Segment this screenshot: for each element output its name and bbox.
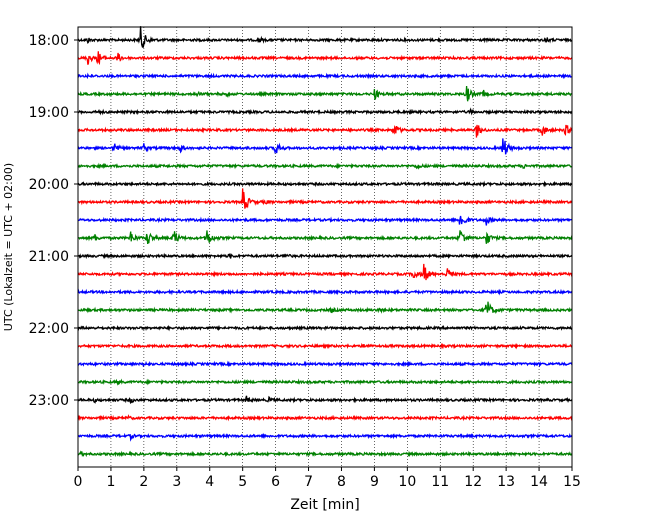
x-tick-label: 3: [172, 474, 181, 490]
trace-1945: [77, 162, 573, 170]
x-tick-label: 14: [530, 474, 548, 490]
trace-1845: [77, 85, 573, 102]
x-tick-label: 8: [337, 474, 346, 490]
trace-2045: [77, 230, 573, 245]
x-tick-label: 6: [271, 474, 280, 490]
y-tick-label: 20:00: [29, 177, 69, 193]
x-tick-label: 9: [370, 474, 379, 490]
x-tick-label: 15: [563, 474, 581, 490]
grid-lines: [110, 27, 540, 467]
trace-2030: [77, 215, 573, 226]
trace-2130: [77, 288, 573, 296]
x-tick-label: 7: [304, 474, 313, 490]
trace-1800: [77, 26, 573, 49]
y-tick-label: 18:00: [29, 33, 69, 49]
y-tick-label: 22:00: [29, 321, 69, 337]
y-tick-label: 23:00: [29, 393, 69, 409]
trace-2200: [77, 324, 573, 332]
x-axis-ticks: 0 1 2 3 4 5 6 7 8 9 10 11 12 13 14 15: [74, 467, 581, 490]
trace-2215: [77, 342, 573, 350]
x-tick-label: 10: [398, 474, 416, 490]
trace-1915: [77, 124, 573, 138]
x-tick-label: 2: [139, 474, 148, 490]
plot-frame: [77, 26, 573, 468]
x-tick-label: 4: [205, 474, 214, 490]
trace-2330: [77, 432, 573, 442]
trace-1900: [77, 107, 573, 116]
y-tick-label: 21:00: [29, 249, 69, 265]
trace-1830: [77, 72, 573, 80]
x-tick-label: 5: [238, 474, 247, 490]
trace-2315: [77, 414, 573, 422]
x-tick-label: 12: [464, 474, 482, 490]
trace-2015: [77, 188, 573, 209]
x-tick-label: 0: [74, 474, 83, 490]
x-tick-label: 1: [106, 474, 115, 490]
trace-2245: [77, 378, 573, 386]
y-axis-ticks: 18:00 19:00 20:00 21:00 22:00 23:00: [29, 33, 78, 409]
trace-2145: [77, 301, 573, 315]
x-tick-label: 11: [431, 474, 449, 490]
trace-2230: [77, 360, 573, 368]
trace-2000: [77, 180, 573, 188]
trace-1815: [77, 51, 573, 66]
trace-2345: [77, 450, 573, 458]
x-axis-label: Zeit [min]: [290, 497, 359, 513]
x-tick-label: 13: [497, 474, 515, 490]
trace-1930: [77, 138, 573, 155]
y-axis-label: UTC (Lokalzeit = UTC + 02:00): [2, 163, 15, 331]
trace-2115: [77, 263, 573, 281]
y-tick-label: 19:00: [29, 105, 69, 121]
trace-group: [77, 26, 573, 458]
trace-2100: [77, 252, 573, 260]
trace-2300: [77, 395, 573, 405]
